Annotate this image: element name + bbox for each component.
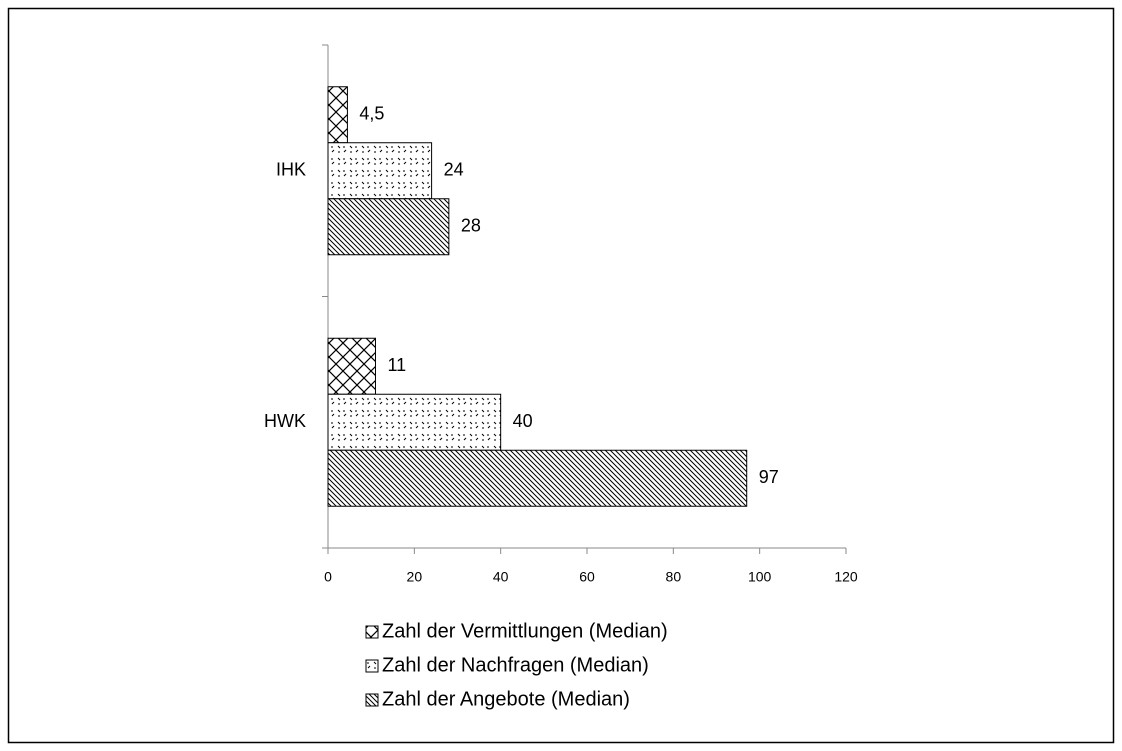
x-tick-label: 120 — [834, 569, 858, 585]
value-label: 11 — [387, 355, 406, 375]
category-label: HWK — [264, 411, 306, 431]
legend-label: Zahl der Vermittlungen (Median) — [382, 620, 668, 642]
x-tick-label: 80 — [666, 569, 682, 585]
legend-swatch — [365, 625, 379, 639]
x-tick-label: 0 — [324, 569, 332, 585]
frame — [7, 7, 1115, 744]
legend-label: Zahl der Nachfragen (Median) — [382, 654, 649, 676]
value-label: 4,5 — [359, 104, 384, 124]
x-tick-label: 100 — [748, 569, 772, 585]
bar — [327, 198, 450, 256]
bar — [327, 449, 748, 507]
legend-swatch — [365, 693, 379, 707]
bar — [327, 86, 348, 144]
x-tick-label: 40 — [493, 569, 509, 585]
legend-swatch — [365, 659, 379, 673]
value-label: 40 — [513, 411, 533, 431]
value-label: 97 — [759, 467, 779, 487]
value-label: 24 — [444, 160, 464, 180]
bar — [327, 337, 376, 395]
x-tick-label: 60 — [579, 569, 595, 585]
legend-label: Zahl der Angebote (Median) — [382, 688, 630, 710]
bar — [327, 142, 433, 200]
bar — [327, 393, 502, 451]
x-tick-label: 20 — [407, 569, 423, 585]
category-label: IHK — [276, 160, 306, 180]
value-label: 28 — [461, 216, 481, 236]
